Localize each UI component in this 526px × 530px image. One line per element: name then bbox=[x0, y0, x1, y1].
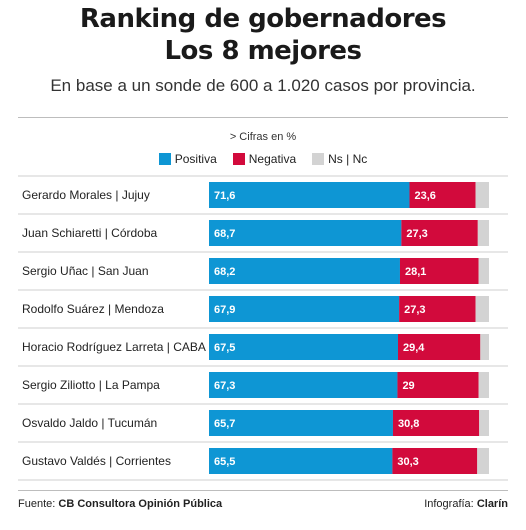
legend-item-positiva: Positiva bbox=[158, 152, 217, 166]
data-label: 28,1 bbox=[405, 266, 426, 278]
bar-segment-0 bbox=[209, 334, 398, 360]
bar-segment-0 bbox=[209, 182, 410, 208]
bar-segment-2 bbox=[475, 296, 489, 322]
legend-label-positiva: Positiva bbox=[174, 152, 217, 166]
data-label: 65,5 bbox=[214, 456, 235, 468]
legend-swatch-negativa bbox=[232, 153, 245, 165]
bar-segment-1 bbox=[392, 448, 478, 474]
bar-segment-1 bbox=[401, 220, 478, 246]
data-label: 71,6 bbox=[214, 190, 235, 202]
data-label: 65,7 bbox=[214, 418, 235, 430]
chart-title-line2: Los 8 mejores bbox=[164, 36, 362, 66]
legend-item-negativa: Negativa bbox=[232, 152, 297, 166]
bar-segment-1 bbox=[399, 258, 479, 284]
category-label: Sergio Uñac | San Juan bbox=[22, 264, 149, 278]
bar-segment-2 bbox=[480, 334, 489, 360]
chart-title-line1: Ranking de gobernadores bbox=[79, 4, 447, 34]
legend-swatch-nsnc bbox=[312, 153, 325, 165]
data-label: 68,2 bbox=[214, 266, 235, 278]
data-label: 68,7 bbox=[214, 228, 235, 240]
category-label: Gustavo Valdés | Corrientes bbox=[22, 454, 171, 468]
bar-segment-2 bbox=[479, 410, 489, 436]
bar-segment-0 bbox=[209, 220, 402, 246]
bar-segment-0 bbox=[209, 372, 398, 398]
legend-label-negativa: Negativa bbox=[248, 152, 297, 166]
bar-segment-1 bbox=[399, 296, 476, 322]
bar-segment-1 bbox=[392, 410, 480, 436]
credit-label: Infografía: bbox=[424, 498, 474, 510]
legend: Positiva Negativa Ns | Nc bbox=[0, 152, 526, 166]
bar-segment-1 bbox=[409, 182, 476, 208]
category-label: Rodolfo Suárez | Mendoza bbox=[22, 302, 164, 316]
bar-segment-1 bbox=[398, 334, 481, 360]
infographic-credit: Infografía: Clarín bbox=[424, 498, 508, 510]
top-divider bbox=[18, 117, 508, 118]
bar-segment-2 bbox=[477, 448, 489, 474]
bottom-divider bbox=[18, 490, 508, 491]
legend-item-nsnc: Ns | Nc bbox=[312, 152, 367, 166]
bar-segment-2 bbox=[475, 182, 489, 208]
bar-segment-0 bbox=[209, 258, 400, 284]
data-label: 29,4 bbox=[403, 342, 425, 354]
data-label: 27,3 bbox=[404, 304, 425, 316]
data-label: 67,5 bbox=[214, 342, 235, 354]
category-label: Osvaldo Jaldo | Tucumán bbox=[22, 416, 157, 430]
source-label: Fuente: bbox=[18, 498, 56, 510]
chart-subtitle: En base a un sonde de 600 a 1.020 casos … bbox=[50, 76, 476, 95]
source-credit: Fuente: CB Consultora Opinión Pública bbox=[18, 498, 222, 510]
legend-swatch-positiva bbox=[158, 153, 171, 165]
source-value: CB Consultora Opinión Pública bbox=[58, 498, 223, 510]
bar-segment-0 bbox=[209, 410, 393, 436]
data-label: 30,3 bbox=[397, 456, 418, 468]
units-note: > Cifras en % bbox=[229, 131, 297, 143]
data-label: 67,9 bbox=[214, 304, 235, 316]
bar-segment-2 bbox=[477, 220, 489, 246]
category-label: Horacio Rodríguez Larreta | CABA bbox=[22, 340, 206, 354]
data-label: 29 bbox=[402, 380, 414, 392]
bar-segment-2 bbox=[478, 372, 489, 398]
data-label: 27,3 bbox=[406, 228, 427, 240]
legend-label-nsnc: Ns | Nc bbox=[328, 152, 368, 166]
bar-segment-1 bbox=[397, 372, 479, 398]
credit-value: Clarín bbox=[476, 498, 508, 510]
data-label: 67,3 bbox=[214, 380, 235, 392]
category-label: Juan Schiaretti | Córdoba bbox=[22, 226, 158, 240]
bar-segment-0 bbox=[209, 448, 393, 474]
bar-segment-0 bbox=[209, 296, 400, 322]
data-label: 23,6 bbox=[414, 190, 435, 202]
category-label: Gerardo Morales | Jujuy bbox=[22, 188, 150, 202]
bar-segment-2 bbox=[478, 258, 489, 284]
category-label: Sergio Ziliotto | La Pampa bbox=[22, 378, 160, 392]
data-label: 30,8 bbox=[398, 418, 419, 430]
